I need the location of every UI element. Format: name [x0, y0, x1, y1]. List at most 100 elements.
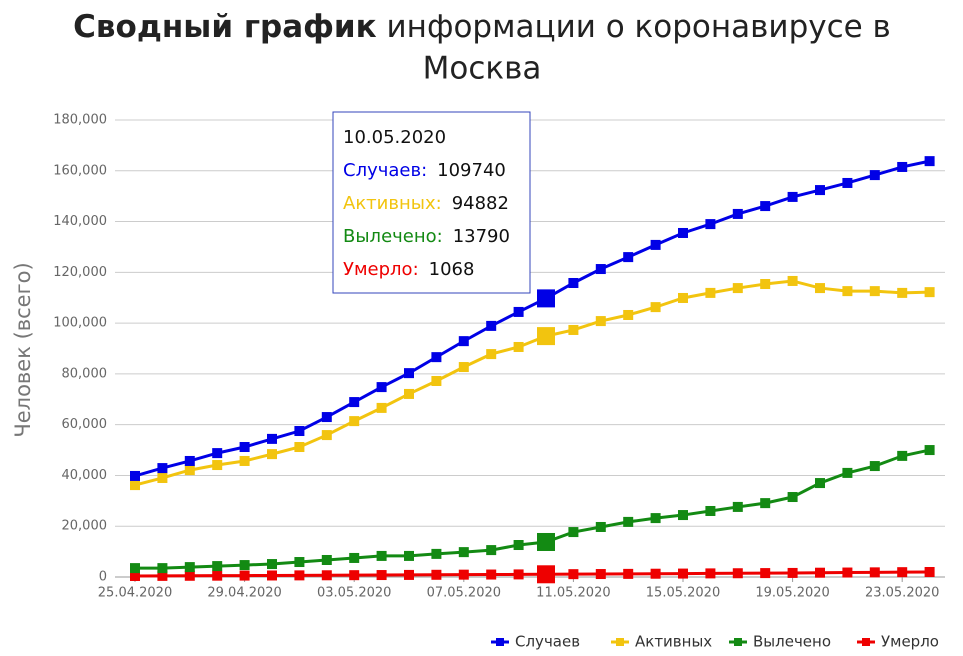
point: [924, 156, 935, 167]
point: [130, 470, 140, 481]
point: [732, 568, 743, 579]
point: [815, 478, 825, 489]
point: [842, 467, 853, 478]
point: [815, 567, 825, 578]
point: [869, 286, 880, 297]
point: [568, 324, 579, 335]
point: [486, 349, 497, 360]
point: [897, 450, 908, 461]
tooltip-row: Активных: 94882: [343, 193, 509, 214]
point: [404, 569, 414, 580]
tooltip-date: 10.05.2020: [343, 127, 446, 148]
point: [212, 561, 223, 572]
point: [239, 560, 250, 571]
point: [705, 287, 716, 298]
point: [157, 563, 168, 574]
point: [842, 286, 853, 297]
tooltip-label: Активных:: [343, 193, 442, 214]
series-line: [134, 159, 930, 478]
x-tick-label: 15.05.2020: [646, 586, 720, 601]
point: [212, 570, 223, 581]
point: [732, 208, 743, 219]
point: [760, 201, 771, 212]
tooltip-label: Умерло:: [343, 259, 419, 280]
y-tick-label: 0: [99, 570, 107, 585]
y-tick-label: 60,000: [62, 417, 108, 432]
point: [595, 569, 606, 580]
point: [760, 498, 771, 509]
point: [650, 568, 661, 579]
point: [924, 287, 935, 298]
point: [568, 277, 579, 288]
point: [842, 567, 853, 578]
point: [869, 567, 880, 578]
point: [431, 548, 442, 559]
x-tick-label: 29.04.2020: [207, 586, 281, 601]
point: [787, 567, 798, 578]
point: [595, 264, 606, 275]
point: [376, 402, 387, 413]
point: [404, 368, 414, 379]
point: [924, 566, 935, 577]
point: [537, 565, 555, 584]
point: [212, 460, 223, 471]
series-line: [134, 570, 930, 578]
point: [157, 472, 168, 483]
point: [787, 492, 798, 503]
point: [787, 275, 798, 286]
point: [376, 570, 387, 581]
y-tick-label: 140,000: [53, 214, 107, 229]
point: [678, 568, 688, 579]
point: [537, 327, 555, 346]
point: [157, 463, 168, 474]
point: [705, 219, 716, 230]
title-bold: Сводный график: [73, 9, 377, 45]
point: [623, 568, 634, 579]
point: [705, 505, 716, 516]
point: [157, 570, 168, 581]
point: [212, 448, 223, 459]
x-tick-label: 19.05.2020: [755, 586, 829, 601]
point: [869, 170, 880, 181]
legend-marker: [496, 638, 504, 646]
point: [130, 480, 140, 491]
chart-title: Сводный график информации о коронавирусе…: [73, 9, 891, 45]
point: [458, 547, 469, 558]
point: [294, 570, 305, 581]
legend-marker: [734, 638, 742, 646]
point: [623, 252, 634, 263]
point: [294, 442, 305, 453]
point: [869, 461, 880, 472]
point: [349, 397, 360, 408]
point: [239, 442, 250, 453]
point: [376, 550, 387, 561]
point: [568, 569, 579, 580]
tooltip-label: Случаев:: [343, 160, 427, 181]
tooltip-row: Случаев: 109740: [343, 160, 506, 181]
tooltip-row: Умерло: 1068: [343, 259, 474, 280]
point: [760, 279, 771, 290]
tooltip-value: 109740: [437, 160, 506, 181]
tooltip-value: 94882: [452, 193, 509, 214]
y-axis-label: Человек (всего): [11, 262, 35, 437]
point: [623, 516, 634, 527]
point: [486, 320, 497, 331]
point: [513, 569, 524, 580]
x-tick-label: 07.05.2020: [427, 586, 501, 601]
point: [294, 426, 305, 437]
point: [650, 302, 661, 313]
x-tick-label: 25.04.2020: [98, 586, 172, 601]
point: [239, 570, 250, 581]
point: [267, 559, 277, 570]
point: [924, 445, 935, 456]
point: [321, 412, 332, 423]
point: [458, 569, 469, 580]
point: [486, 545, 497, 556]
point: [678, 227, 688, 238]
legend-label: Вылечено: [753, 633, 831, 651]
point: [184, 562, 195, 573]
point: [595, 521, 606, 532]
point: [349, 416, 360, 427]
legend-label: Случаев: [515, 633, 580, 651]
point: [568, 527, 579, 538]
